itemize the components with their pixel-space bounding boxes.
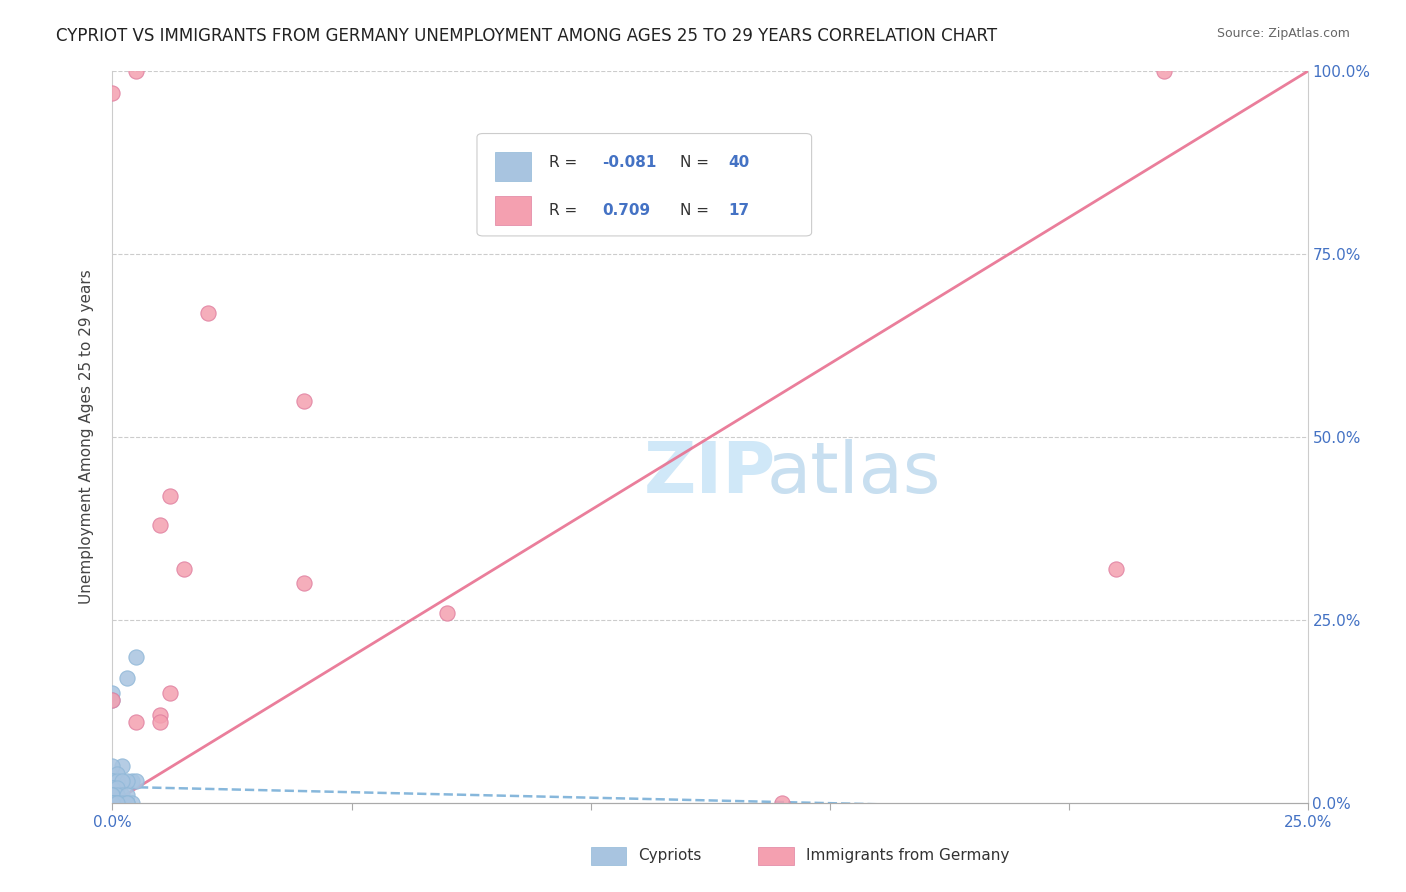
Text: -0.081: -0.081 — [603, 155, 657, 170]
Point — [125, 649, 148, 664]
Point — [105, 796, 128, 810]
Text: Immigrants from Germany: Immigrants from Germany — [806, 848, 1010, 863]
Text: Cypriots: Cypriots — [638, 848, 702, 863]
Point — [197, 306, 219, 320]
Point — [101, 796, 124, 810]
Text: atlas: atlas — [766, 439, 941, 508]
Text: 17: 17 — [728, 202, 749, 218]
Point — [101, 796, 124, 810]
Point — [292, 576, 315, 591]
Point — [115, 773, 138, 788]
Point — [1105, 562, 1128, 576]
Text: CYPRIOT VS IMMIGRANTS FROM GERMANY UNEMPLOYMENT AMONG AGES 25 TO 29 YEARS CORREL: CYPRIOT VS IMMIGRANTS FROM GERMANY UNEMP… — [56, 27, 997, 45]
Point — [101, 781, 124, 796]
Point — [105, 796, 128, 810]
Point — [770, 796, 793, 810]
Point — [101, 759, 124, 773]
Point — [101, 781, 124, 796]
Point — [159, 686, 181, 700]
Point — [121, 796, 143, 810]
Point — [101, 693, 124, 707]
Text: N =: N = — [681, 202, 714, 218]
Point — [105, 781, 128, 796]
Point — [1153, 64, 1175, 78]
Point — [101, 796, 124, 810]
Point — [149, 517, 172, 532]
Point — [149, 715, 172, 730]
Point — [101, 796, 124, 810]
Point — [115, 796, 138, 810]
Point — [101, 693, 124, 707]
Point — [101, 796, 124, 810]
Text: R =: R = — [548, 155, 582, 170]
Point — [115, 672, 138, 686]
Point — [125, 715, 148, 730]
Point — [125, 64, 148, 78]
Point — [111, 796, 134, 810]
FancyBboxPatch shape — [477, 134, 811, 235]
Point — [105, 766, 128, 780]
Point — [101, 686, 124, 700]
Bar — [758, 847, 794, 865]
Point — [125, 773, 148, 788]
Point — [101, 789, 124, 803]
Point — [173, 562, 195, 576]
Bar — [495, 195, 531, 225]
Point — [105, 789, 128, 803]
Point — [111, 789, 134, 803]
Text: R =: R = — [548, 202, 582, 218]
Text: Source: ZipAtlas.com: Source: ZipAtlas.com — [1216, 27, 1350, 40]
Point — [149, 708, 172, 723]
Point — [292, 393, 315, 408]
Point — [121, 773, 143, 788]
Point — [111, 759, 134, 773]
Y-axis label: Unemployment Among Ages 25 to 29 years: Unemployment Among Ages 25 to 29 years — [79, 269, 94, 605]
Point — [101, 87, 124, 101]
Point — [101, 773, 124, 788]
Bar — [591, 847, 627, 865]
Point — [115, 796, 138, 810]
Text: N =: N = — [681, 155, 714, 170]
Point — [105, 773, 128, 788]
Point — [101, 773, 124, 788]
Point — [436, 606, 458, 620]
Point — [101, 781, 124, 796]
Point — [101, 796, 124, 810]
Point — [101, 796, 124, 810]
Text: 40: 40 — [728, 155, 749, 170]
Point — [101, 789, 124, 803]
Bar — [495, 152, 531, 181]
Point — [101, 796, 124, 810]
Point — [159, 489, 181, 503]
Point — [105, 796, 128, 810]
Point — [101, 789, 124, 803]
Point — [101, 796, 124, 810]
Point — [111, 773, 134, 788]
Point — [115, 789, 138, 803]
Text: 0.709: 0.709 — [603, 202, 651, 218]
Text: ZIP: ZIP — [644, 439, 776, 508]
